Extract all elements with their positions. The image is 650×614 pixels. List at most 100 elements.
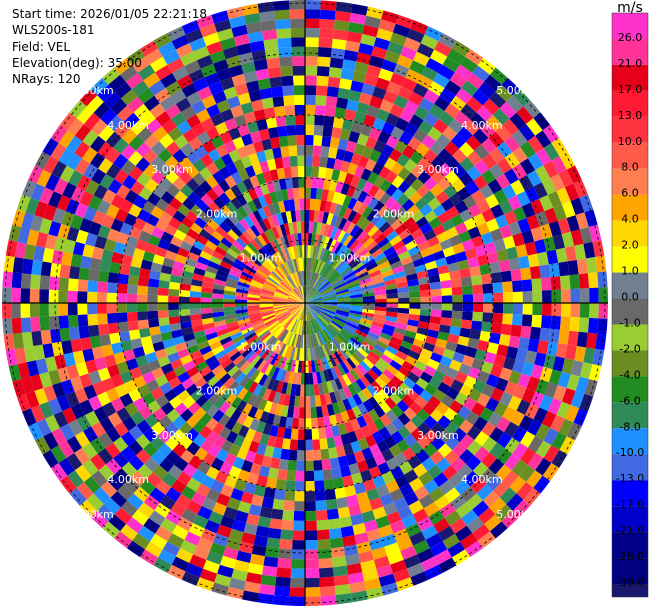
velocity-gate [289, 303, 305, 313]
velocity-gate [374, 294, 387, 300]
velocity-gate [30, 316, 41, 332]
velocity-gate [313, 383, 320, 396]
velocity-gate [107, 228, 120, 242]
velocity-gate [308, 334, 313, 349]
velocity-gate [114, 57, 133, 75]
velocity-gate [280, 314, 292, 325]
velocity-gate [369, 269, 382, 278]
velocity-gate [305, 303, 314, 319]
velocity-gate [305, 270, 309, 286]
velocity-gate [57, 223, 71, 240]
velocity-gate [393, 497, 409, 511]
velocity-gate [230, 105, 244, 118]
velocity-gate [141, 392, 156, 406]
velocity-gate [211, 250, 225, 261]
velocity-gate [290, 568, 305, 579]
velocity-gate [227, 380, 240, 393]
velocity-gate [61, 211, 75, 227]
velocity-gate [168, 303, 179, 311]
velocity-gate [202, 245, 215, 256]
velocity-gate [165, 487, 182, 502]
velocity-gate [181, 105, 197, 121]
velocity-gate [361, 254, 374, 265]
velocity-gate [218, 179, 231, 193]
velocity-gate [137, 285, 149, 295]
velocity-gate [429, 141, 445, 156]
velocity-gate [385, 422, 398, 436]
velocity-gate [469, 265, 482, 277]
velocity-gate [291, 37, 305, 48]
velocity-gate [292, 539, 305, 550]
velocity-gate [189, 303, 201, 310]
velocity-gate [587, 272, 599, 289]
velocity-gate [230, 184, 242, 198]
velocity-gate [79, 88, 98, 107]
velocity-gate [292, 347, 298, 361]
velocity-gate [106, 163, 121, 180]
velocity-gate [445, 367, 459, 380]
velocity-gate [385, 288, 398, 295]
velocity-gate [11, 303, 21, 319]
velocity-gate [322, 297, 337, 302]
velocity-gate [470, 477, 487, 494]
velocity-gate [190, 222, 203, 235]
velocity-gate [309, 319, 315, 335]
velocity-gate [294, 94, 305, 106]
velocity-gate [459, 433, 475, 449]
velocity-gate [512, 291, 523, 303]
velocity-gate [560, 289, 571, 303]
velocity-gate [176, 74, 193, 90]
velocity-gate [212, 183, 225, 197]
velocity-gate [316, 278, 327, 290]
velocity-gate [322, 304, 337, 309]
velocity-gate [266, 276, 279, 286]
velocity-gate [336, 306, 351, 311]
velocity-gate [131, 509, 149, 526]
velocity-gate [305, 245, 309, 258]
velocity-gate [274, 267, 285, 280]
velocity-gate [401, 77, 418, 92]
velocity-gate [320, 288, 335, 296]
velocity-gate [518, 255, 530, 269]
velocity-gate [249, 130, 262, 144]
velocity-gate [345, 341, 358, 353]
range-ring-label: 5.00km [72, 84, 114, 97]
velocity-gate [287, 135, 297, 147]
velocity-gate [360, 281, 373, 288]
velocity-gate [92, 210, 106, 225]
velocity-gate [93, 487, 111, 505]
velocity-gate [336, 363, 346, 376]
velocity-gate [516, 399, 531, 416]
velocity-gate [523, 100, 541, 119]
velocity-gate [155, 64, 173, 81]
velocity-gate [368, 351, 381, 362]
velocity-gate [398, 297, 410, 303]
velocity-gate [68, 278, 79, 292]
velocity-gate [297, 360, 302, 373]
velocity-gate [288, 274, 297, 288]
velocity-gate [305, 303, 317, 317]
velocity-gate [323, 115, 335, 127]
colorbar-tick-label: 6.0 [621, 187, 639, 200]
velocity-gate [133, 486, 150, 503]
velocity-gate [83, 163, 98, 180]
velocity-gate [428, 487, 445, 502]
velocity-gate [259, 433, 270, 446]
velocity-gate [200, 528, 217, 543]
velocity-gate [546, 249, 559, 265]
velocity-gate [348, 312, 362, 318]
velocity-gate [233, 434, 246, 448]
velocity-gate [343, 359, 354, 372]
velocity-gate [169, 322, 182, 332]
velocity-gate [305, 303, 317, 318]
velocity-gate [296, 286, 305, 303]
velocity-gate [276, 167, 286, 180]
velocity-gate [253, 484, 266, 497]
velocity-gate [261, 262, 273, 273]
velocity-gate [220, 153, 234, 167]
velocity-gate [239, 218, 251, 231]
velocity-gate [447, 333, 460, 344]
velocity-gate [269, 240, 279, 253]
velocity-gate [315, 509, 328, 521]
